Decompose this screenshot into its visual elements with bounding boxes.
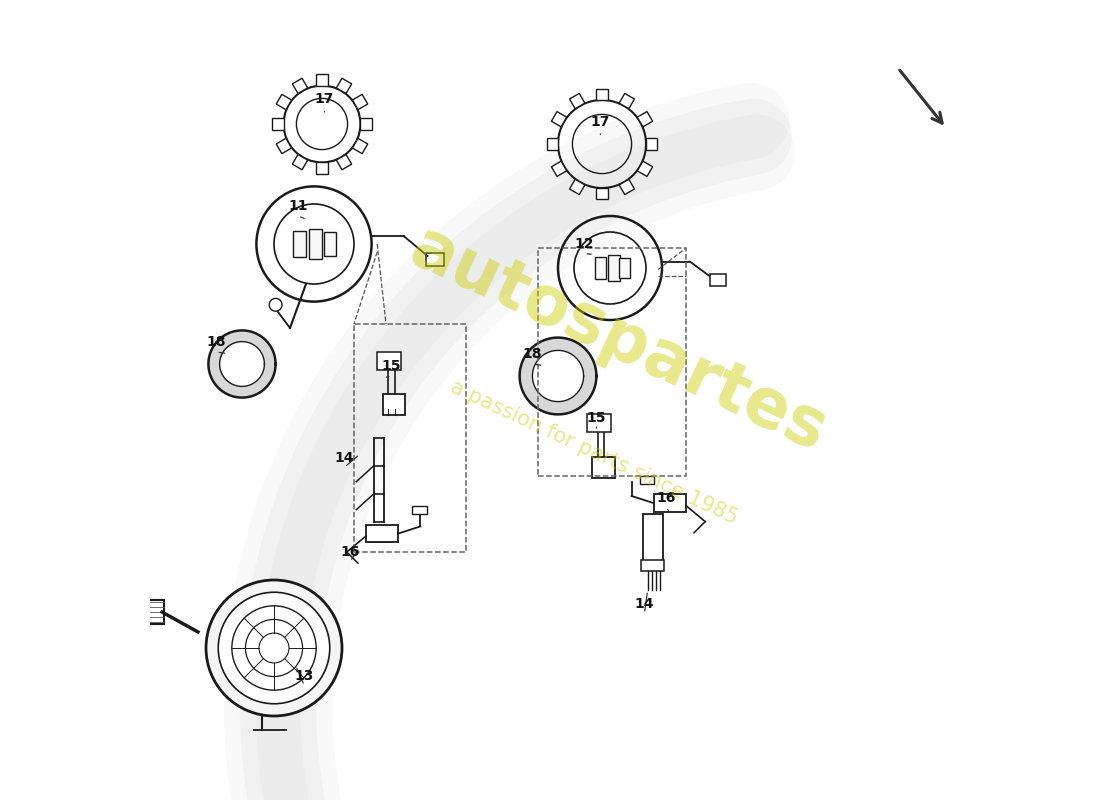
Text: 16: 16 <box>340 545 360 559</box>
Bar <box>367 526 392 542</box>
Polygon shape <box>276 138 292 154</box>
PathPatch shape <box>208 330 276 398</box>
Bar <box>654 494 686 512</box>
Polygon shape <box>352 94 367 110</box>
Text: 18: 18 <box>522 347 542 362</box>
Polygon shape <box>293 78 308 94</box>
Bar <box>148 600 164 624</box>
Polygon shape <box>619 94 635 109</box>
Polygon shape <box>570 94 585 109</box>
Text: 13: 13 <box>295 669 315 683</box>
Text: a passion for parts since 1985: a passion for parts since 1985 <box>447 376 741 528</box>
Polygon shape <box>317 74 328 86</box>
Polygon shape <box>646 138 657 150</box>
Bar <box>323 232 337 256</box>
Polygon shape <box>293 154 308 170</box>
Polygon shape <box>361 118 372 130</box>
Bar <box>412 506 427 514</box>
Polygon shape <box>619 179 635 194</box>
Text: 14: 14 <box>334 450 354 465</box>
Bar <box>538 248 686 476</box>
Bar <box>294 231 306 257</box>
Polygon shape <box>596 89 607 100</box>
Text: 17: 17 <box>315 92 334 106</box>
Bar <box>619 258 630 278</box>
Text: 14: 14 <box>635 597 654 611</box>
Polygon shape <box>596 188 607 199</box>
Polygon shape <box>637 111 652 127</box>
Polygon shape <box>273 118 284 130</box>
Text: 15: 15 <box>586 410 606 425</box>
Bar <box>641 560 663 571</box>
Polygon shape <box>551 111 566 127</box>
Polygon shape <box>547 138 558 150</box>
Bar <box>354 324 466 552</box>
Text: 16: 16 <box>657 490 675 505</box>
Text: 12: 12 <box>574 237 594 251</box>
Text: 11: 11 <box>288 199 308 214</box>
Polygon shape <box>551 161 566 177</box>
Circle shape <box>206 580 342 716</box>
Text: 15: 15 <box>382 359 402 374</box>
Polygon shape <box>637 161 652 177</box>
Polygon shape <box>276 94 292 110</box>
Bar <box>426 253 443 266</box>
Bar <box>586 414 611 432</box>
Bar <box>377 352 402 370</box>
Bar <box>710 274 726 286</box>
Circle shape <box>258 633 289 663</box>
Circle shape <box>245 619 302 677</box>
Text: 18: 18 <box>207 335 227 350</box>
Text: 17: 17 <box>591 114 611 129</box>
Circle shape <box>232 606 316 690</box>
Text: autospartes: autospartes <box>399 214 837 466</box>
PathPatch shape <box>519 338 596 414</box>
Bar <box>309 229 322 259</box>
Bar <box>366 525 398 542</box>
Polygon shape <box>337 154 352 170</box>
Circle shape <box>218 592 330 704</box>
Bar <box>639 476 654 484</box>
Bar <box>595 257 606 279</box>
Polygon shape <box>352 138 367 154</box>
Bar <box>608 255 619 281</box>
Polygon shape <box>337 78 352 94</box>
Bar <box>593 457 615 478</box>
Bar <box>383 394 405 415</box>
Polygon shape <box>570 179 585 194</box>
Bar <box>642 514 663 562</box>
Polygon shape <box>317 162 328 174</box>
